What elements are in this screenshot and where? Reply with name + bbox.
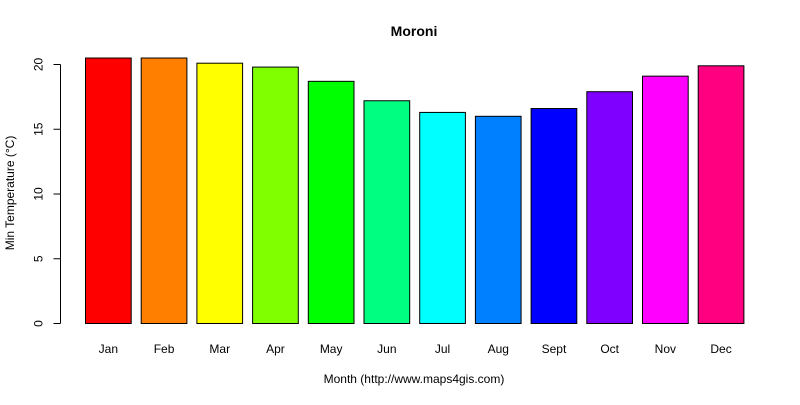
bar-mar (196, 62, 244, 325)
y-axis: 0 5 10 15 20 (32, 58, 61, 327)
y-tick-label: 5 (32, 255, 46, 262)
bar-jan (85, 57, 132, 325)
y-tick-label: 20 (32, 58, 46, 72)
bar-sept (530, 108, 578, 324)
x-axis-label: Month (http://www.maps4gis.com) (324, 372, 505, 386)
x-tick-label: Jan (99, 342, 118, 356)
x-tick-label: Feb (154, 342, 175, 356)
y-tick-label: 10 (32, 187, 46, 201)
y-tick-label: 0 (32, 320, 46, 327)
bar-feb (140, 57, 188, 325)
x-tick-label: Jul (435, 342, 450, 356)
bars-group (85, 57, 745, 325)
bar-nov (642, 75, 689, 324)
bar-jun (363, 100, 411, 325)
bar-dec (697, 65, 745, 324)
x-tick-label: Nov (655, 342, 676, 356)
bar-oct (586, 91, 633, 324)
x-tick-label: Sept (542, 342, 567, 356)
x-tick-label: Oct (600, 342, 619, 356)
bar-aug (474, 115, 522, 324)
y-axis-label: Min Temperature (°C) (3, 136, 17, 251)
x-tick-label: Dec (710, 342, 731, 356)
x-tick-label: Apr (266, 342, 285, 356)
x-tick-label: Mar (209, 342, 230, 356)
x-tick-labels: Jan Feb Mar Apr May Jun Jul Aug Sept Oct Nov Dec (99, 342, 732, 356)
x-tick-label: Aug (488, 342, 509, 356)
x-tick-label: Jun (377, 342, 396, 356)
x-tick-label: May (320, 342, 343, 356)
bar-apr (252, 66, 299, 324)
y-tick-label: 15 (32, 122, 46, 136)
bar-jul (419, 111, 466, 325)
chart-title: Moroni (391, 23, 438, 39)
bar-may (307, 80, 355, 324)
